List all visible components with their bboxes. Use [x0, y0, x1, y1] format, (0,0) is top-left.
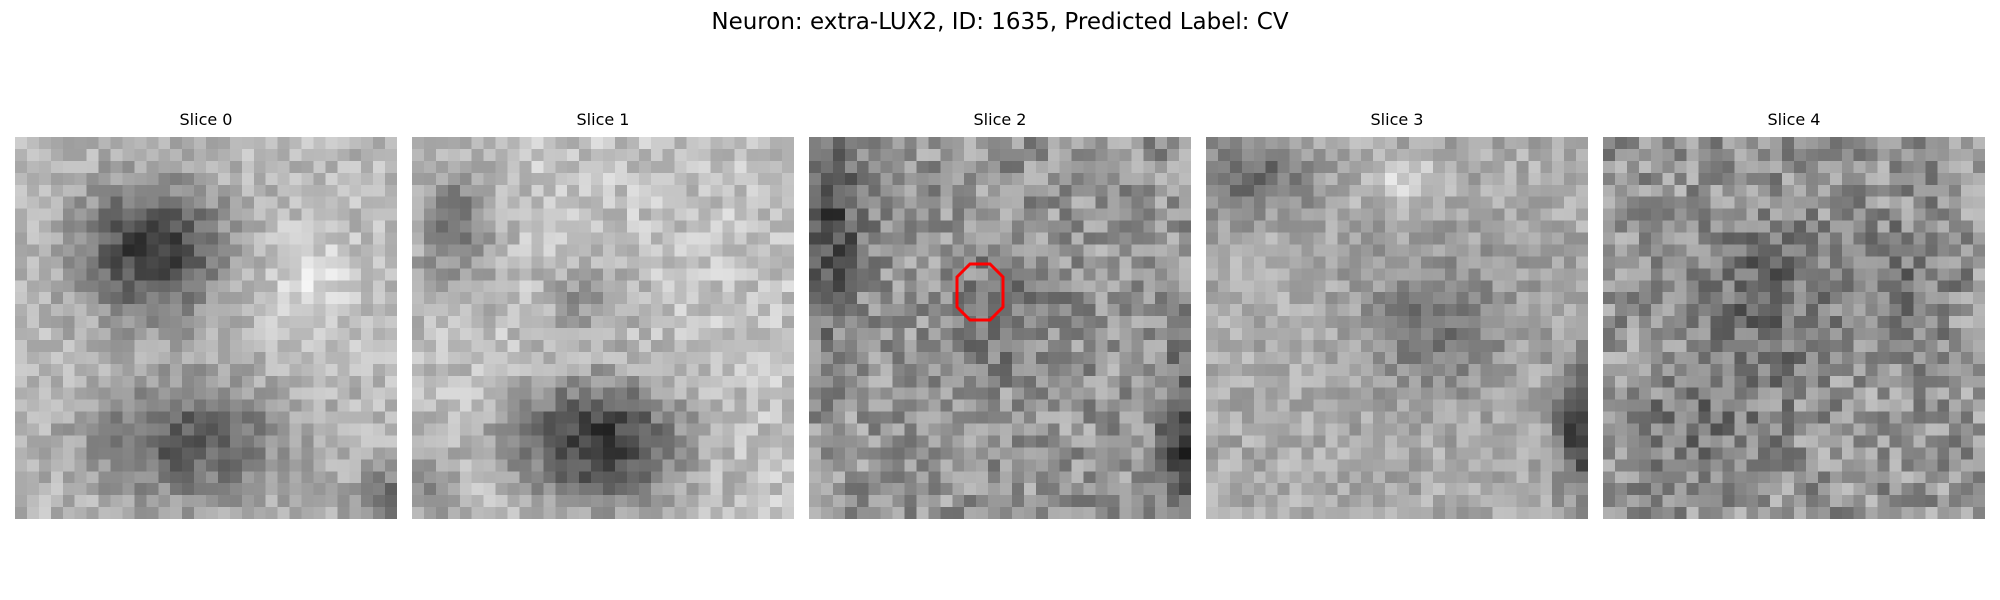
slice-panel-0: Slice 0 [15, 110, 397, 519]
slice-panel-1: Slice 1 [412, 110, 794, 519]
slice-title: Slice 2 [973, 110, 1027, 129]
slice-panel-2: Slice 2 [809, 110, 1191, 519]
slice-image-4 [1603, 137, 1985, 519]
slice-panel-4: Slice 4 [1603, 110, 1985, 519]
slice-image-2 [809, 137, 1191, 519]
slice-title: Slice 1 [576, 110, 630, 129]
slice-image-1 [412, 137, 794, 519]
slice-title: Slice 0 [179, 110, 233, 129]
slice-panel-3: Slice 3 [1206, 110, 1588, 519]
slice-image-0 [15, 137, 397, 519]
slice-title: Slice 3 [1370, 110, 1424, 129]
figure-title: Neuron: extra-LUX2, ID: 1635, Predicted … [711, 9, 1289, 35]
slice-title: Slice 4 [1767, 110, 1821, 129]
slice-image-3 [1206, 137, 1588, 519]
